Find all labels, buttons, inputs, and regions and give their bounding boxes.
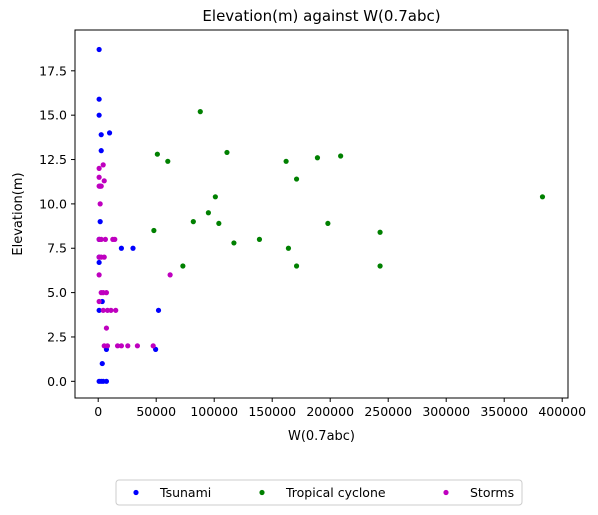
data-point: [96, 112, 102, 118]
chart-title: Elevation(m) against W(0.7abc): [202, 7, 440, 25]
x-tick-label: 0: [94, 404, 102, 419]
data-point: [113, 307, 119, 313]
y-tick-label: 10.0: [39, 196, 67, 211]
data-point: [97, 201, 103, 207]
series-tsunami: [96, 46, 162, 384]
data-point: [377, 229, 383, 235]
data-point: [101, 254, 107, 260]
data-point: [103, 290, 110, 296]
plot-points: [96, 46, 546, 384]
y-tick-label: 7.5: [47, 241, 67, 256]
y-tick-label: 0.0: [47, 374, 67, 389]
data-point: [151, 227, 157, 234]
data-point: [96, 46, 102, 53]
data-point: [197, 109, 203, 115]
data-point: [165, 158, 171, 164]
x-tick-label: 50000: [136, 404, 176, 419]
x-tick-label: 150000: [248, 404, 296, 419]
data-point: [103, 325, 110, 331]
legend: Tsunami Tropical cyclone Storms: [115, 479, 523, 506]
data-point: [96, 174, 102, 180]
y-tick-label: 2.5: [47, 329, 67, 344]
legend-marker: [133, 489, 139, 496]
data-point: [103, 378, 110, 384]
data-point: [377, 263, 383, 269]
y-tick-label: 5.0: [47, 285, 67, 300]
series-tropical-cyclone: [151, 109, 546, 269]
data-point: [118, 245, 124, 251]
data-point: [97, 219, 103, 225]
data-point: [190, 219, 196, 225]
data-point: [285, 245, 292, 251]
data-point: [167, 272, 173, 278]
data-point: [134, 343, 141, 349]
data-point: [101, 178, 107, 184]
legend-label: Tsunami: [159, 485, 211, 500]
data-point: [114, 343, 121, 349]
data-point: [338, 153, 344, 159]
y-axis-label: Elevation(m): [11, 172, 26, 255]
data-point: [96, 272, 102, 278]
data-point: [125, 343, 131, 349]
data-point: [98, 236, 104, 242]
data-point: [98, 132, 104, 138]
data-point: [539, 194, 546, 200]
data-point: [104, 343, 111, 349]
legend-label: Storms: [470, 485, 514, 500]
data-point: [293, 263, 300, 269]
x-axis: 0 50000 100000 150000 200000 250000 300000 3500…: [94, 398, 586, 419]
data-point: [155, 307, 162, 313]
data-point: [96, 307, 102, 313]
x-tick-label: 300000: [422, 404, 470, 419]
x-axis-label: W(0.7abc): [288, 429, 355, 444]
data-point: [180, 263, 186, 269]
data-point: [205, 210, 211, 216]
data-point: [98, 183, 104, 189]
data-point: [231, 240, 237, 246]
series-storms: [96, 162, 173, 349]
plot-frame: [74, 29, 569, 399]
data-point: [154, 151, 160, 157]
data-point: [96, 165, 102, 171]
data-point: [293, 176, 300, 182]
data-point: [100, 307, 106, 313]
data-point: [130, 245, 136, 251]
data-point: [96, 259, 102, 266]
y-tick-label: 12.5: [39, 152, 67, 167]
legend-marker: [443, 489, 449, 496]
data-point: [108, 307, 114, 313]
data-point: [98, 148, 104, 154]
data-point: [314, 155, 321, 161]
data-point: [216, 220, 222, 227]
data-point: [118, 343, 124, 349]
data-point: [283, 158, 289, 164]
y-tick-label: 17.5: [39, 63, 67, 78]
data-point: [212, 194, 218, 200]
legend-box: [115, 479, 523, 506]
data-point: [102, 236, 108, 242]
data-point: [96, 298, 102, 305]
x-tick-label: 100000: [190, 404, 238, 419]
data-point: [224, 149, 230, 156]
data-point: [99, 360, 105, 367]
legend-marker: [259, 489, 265, 496]
data-point: [106, 130, 113, 136]
data-point: [256, 236, 263, 242]
x-tick-label: 200000: [306, 404, 354, 419]
x-tick-label: 400000: [538, 404, 586, 419]
y-tick-label: 15.0: [39, 108, 67, 123]
x-tick-label: 350000: [480, 404, 528, 419]
data-point: [96, 96, 102, 102]
data-point: [150, 343, 156, 349]
legend-label: Tropical cyclone: [285, 485, 386, 500]
data-point: [112, 236, 118, 242]
data-point: [325, 220, 331, 227]
y-axis: 0.0 2.5 5.0 7.5 10.0 12.5 15.0 17.5: [39, 63, 75, 389]
x-tick-label: 250000: [364, 404, 412, 419]
data-point: [100, 162, 106, 168]
